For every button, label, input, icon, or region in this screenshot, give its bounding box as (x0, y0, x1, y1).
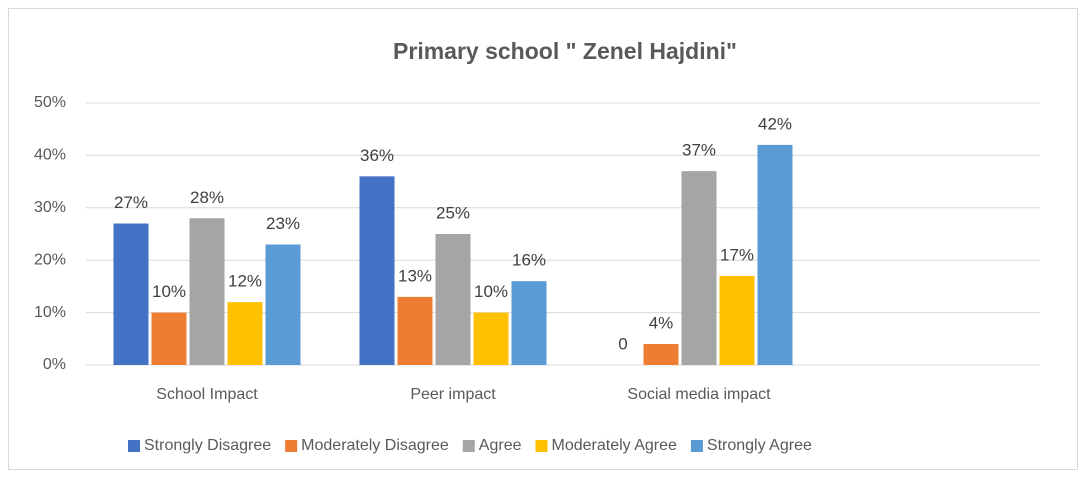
bar (473, 312, 509, 365)
legend-label: Moderately Agree (552, 437, 678, 454)
bar (397, 296, 433, 365)
data-label: 10% (474, 282, 508, 301)
legend-swatch (462, 440, 475, 452)
y-tick-label: 10% (34, 304, 66, 321)
chart-title: Primary school " Zenel Hajdini" (393, 38, 737, 64)
x-tick-label: School Impact (156, 386, 258, 403)
bar (435, 234, 471, 365)
chart-frame (8, 8, 1078, 470)
legend-swatch (285, 440, 298, 452)
legend-label: Strongly Disagree (144, 437, 271, 454)
bar (719, 275, 755, 365)
legend-swatch (535, 440, 548, 452)
data-label: 17% (720, 245, 754, 264)
data-label: 36% (360, 146, 394, 165)
data-label: 27% (114, 193, 148, 212)
data-label: 10% (152, 282, 186, 301)
legend-label: Agree (479, 437, 522, 454)
data-label: 42% (758, 114, 792, 133)
x-tick-label: Social media impact (627, 386, 771, 403)
x-tick-label: Peer impact (410, 386, 496, 403)
legend-swatch (690, 440, 703, 452)
bar (359, 176, 395, 365)
bar (643, 344, 679, 365)
y-tick-label: 40% (34, 147, 66, 164)
bar (757, 144, 793, 365)
bar (681, 171, 717, 365)
legend-label: Moderately Disagree (301, 437, 449, 454)
legend-swatch (128, 440, 140, 452)
y-tick-label: 30% (34, 199, 66, 216)
data-label: 16% (512, 251, 546, 270)
data-label: 28% (190, 188, 224, 207)
y-tick-label: 20% (34, 251, 66, 268)
data-label: 0 (618, 334, 627, 353)
bar (113, 223, 149, 365)
data-label: 13% (398, 266, 432, 285)
y-tick-label: 50% (34, 94, 66, 111)
y-tick-label: 0% (43, 356, 66, 373)
bar (265, 244, 301, 365)
data-label: 25% (436, 203, 470, 222)
legend-label: Strongly Agree (707, 437, 812, 454)
bar (189, 218, 225, 365)
data-label: 12% (228, 272, 262, 291)
data-label: 23% (266, 214, 300, 233)
data-label: 37% (682, 141, 716, 160)
bar (511, 281, 547, 365)
bar (227, 302, 263, 365)
bar (151, 312, 187, 365)
data-label: 4% (649, 314, 674, 333)
